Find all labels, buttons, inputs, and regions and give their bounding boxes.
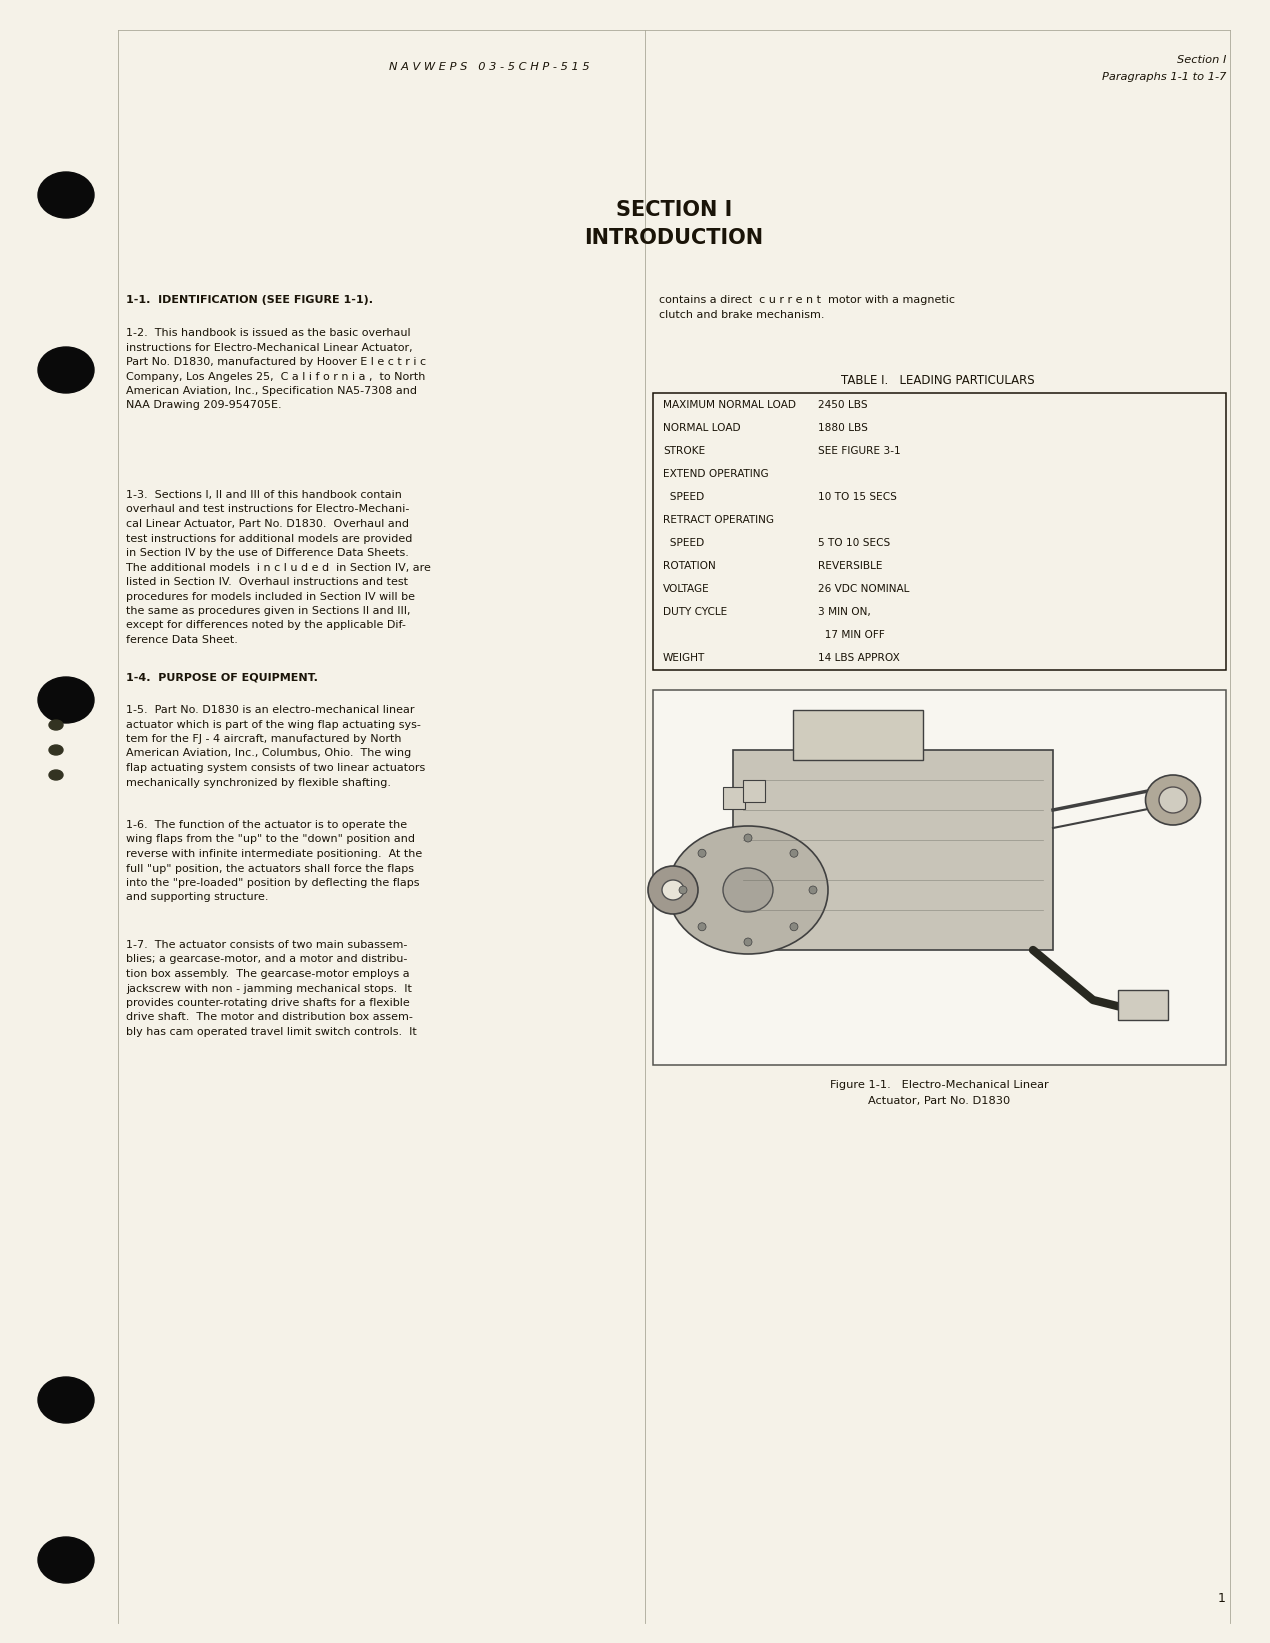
Text: listed in Section IV.  Overhaul instructions and test: listed in Section IV. Overhaul instructi… [126, 577, 408, 587]
Ellipse shape [809, 886, 817, 894]
Text: 14 LBS APPROX: 14 LBS APPROX [818, 654, 900, 664]
Bar [653, 690, 1226, 1065]
Text: The additional models  i n c l u d e d  in Section IV, are: The additional models i n c l u d e d in… [126, 562, 431, 572]
Text: NAA Drawing 209-954705E.: NAA Drawing 209-954705E. [126, 401, 282, 411]
Text: procedures for models included in Section IV will be: procedures for models included in Sectio… [126, 591, 415, 601]
Ellipse shape [1160, 787, 1187, 813]
Text: reverse with infinite intermediate positioning.  At the: reverse with infinite intermediate posit… [126, 849, 422, 859]
Ellipse shape [698, 849, 706, 858]
Text: tem for the FJ - 4 aircraft, manufactured by North: tem for the FJ - 4 aircraft, manufacture… [126, 734, 401, 744]
Text: flap actuating system consists of two linear actuators: flap actuating system consists of two li… [126, 762, 425, 772]
Ellipse shape [38, 347, 94, 393]
Text: drive shaft.  The motor and distribution box assem-: drive shaft. The motor and distribution … [126, 1012, 413, 1022]
Text: Company, Los Angeles 25,  C a l i f o r n i a ,  to North: Company, Los Angeles 25, C a l i f o r n… [126, 371, 425, 381]
Text: American Aviation, Inc., Columbus, Ohio.  The wing: American Aviation, Inc., Columbus, Ohio.… [126, 749, 411, 759]
Text: RETRACT OPERATING: RETRACT OPERATING [663, 514, 773, 526]
Text: in Section IV by the use of Difference Data Sheets.: in Section IV by the use of Difference D… [126, 549, 409, 559]
Text: the same as procedures given in Sections II and III,: the same as procedures given in Sections… [126, 606, 410, 616]
Text: 2450 LBS: 2450 LBS [818, 399, 867, 409]
Text: INTRODUCTION: INTRODUCTION [584, 228, 763, 248]
Text: ROTATION: ROTATION [663, 562, 716, 572]
Bar [792, 710, 923, 761]
Text: except for differences noted by the applicable Dif-: except for differences noted by the appl… [126, 621, 406, 631]
Text: 1880 LBS: 1880 LBS [818, 422, 867, 432]
Text: 1-2.  This handbook is issued as the basic overhaul: 1-2. This handbook is issued as the basi… [126, 329, 410, 338]
Text: contains a direct  c u r r e n t  motor with a magnetic: contains a direct c u r r e n t motor wi… [659, 296, 955, 306]
Bar [723, 787, 745, 808]
Text: instructions for Electro-Mechanical Linear Actuator,: instructions for Electro-Mechanical Line… [126, 342, 413, 353]
Text: cal Linear Actuator, Part No. D1830.  Overhaul and: cal Linear Actuator, Part No. D1830. Ove… [126, 519, 409, 529]
Text: 1: 1 [1218, 1592, 1226, 1605]
Ellipse shape [38, 1377, 94, 1423]
Text: WEIGHT: WEIGHT [663, 654, 705, 664]
Text: 17 MIN OFF: 17 MIN OFF [818, 631, 885, 641]
Text: Figure 1-1.   Electro-Mechanical Linear: Figure 1-1. Electro-Mechanical Linear [831, 1079, 1049, 1089]
Text: full "up" position, the actuators shall force the flaps: full "up" position, the actuators shall … [126, 864, 414, 874]
Text: VOLTAGE: VOLTAGE [663, 585, 710, 595]
Text: 1-5.  Part No. D1830 is an electro-mechanical linear: 1-5. Part No. D1830 is an electro-mechan… [126, 705, 414, 715]
Text: STROKE: STROKE [663, 445, 705, 455]
Ellipse shape [790, 849, 798, 858]
Text: clutch and brake mechanism.: clutch and brake mechanism. [659, 309, 824, 319]
Bar [733, 749, 1053, 950]
Text: REVERSIBLE: REVERSIBLE [818, 562, 883, 572]
Text: provides counter-rotating drive shafts for a flexible: provides counter-rotating drive shafts f… [126, 997, 410, 1009]
Text: N A V W E P S   0 3 - 5 C H P - 5 1 5: N A V W E P S 0 3 - 5 C H P - 5 1 5 [389, 62, 589, 72]
Ellipse shape [50, 771, 64, 780]
Text: test instructions for additional models are provided: test instructions for additional models … [126, 534, 413, 544]
Ellipse shape [744, 938, 752, 946]
Ellipse shape [1146, 775, 1200, 825]
Text: 3 MIN ON,: 3 MIN ON, [818, 608, 871, 618]
Text: into the "pre-loaded" position by deflecting the flaps: into the "pre-loaded" position by deflec… [126, 877, 419, 887]
Ellipse shape [744, 835, 752, 841]
Text: 1-1.  IDENTIFICATION (SEE FIGURE 1-1).: 1-1. IDENTIFICATION (SEE FIGURE 1-1). [126, 296, 373, 306]
Ellipse shape [698, 923, 706, 932]
Ellipse shape [648, 866, 699, 914]
Text: blies; a gearcase-motor, and a motor and distribu-: blies; a gearcase-motor, and a motor and… [126, 955, 408, 964]
Text: ference Data Sheet.: ference Data Sheet. [126, 634, 237, 646]
Text: actuator which is part of the wing flap actuating sys-: actuator which is part of the wing flap … [126, 720, 420, 729]
Text: Paragraphs 1-1 to 1-7: Paragraphs 1-1 to 1-7 [1101, 72, 1226, 82]
Bar [1118, 991, 1168, 1020]
Ellipse shape [38, 677, 94, 723]
Ellipse shape [668, 826, 828, 955]
Text: wing flaps from the "up" to the "down" position and: wing flaps from the "up" to the "down" p… [126, 835, 415, 845]
Text: 1-4.  PURPOSE OF EQUIPMENT.: 1-4. PURPOSE OF EQUIPMENT. [126, 672, 318, 682]
Text: 1-7.  The actuator consists of two main subassem-: 1-7. The actuator consists of two main s… [126, 940, 408, 950]
Text: SEE FIGURE 3-1: SEE FIGURE 3-1 [818, 445, 900, 455]
Text: tion box assembly.  The gearcase-motor employs a: tion box assembly. The gearcase-motor em… [126, 969, 410, 979]
Text: MAXIMUM NORMAL LOAD: MAXIMUM NORMAL LOAD [663, 399, 796, 409]
Ellipse shape [50, 744, 64, 756]
Ellipse shape [50, 720, 64, 729]
Text: bly has cam operated travel limit switch controls.  It: bly has cam operated travel limit switch… [126, 1027, 417, 1037]
Text: DUTY CYCLE: DUTY CYCLE [663, 608, 728, 618]
Text: 1-6.  The function of the actuator is to operate the: 1-6. The function of the actuator is to … [126, 820, 408, 830]
Text: 10 TO 15 SECS: 10 TO 15 SECS [818, 491, 897, 501]
Text: SECTION I: SECTION I [616, 200, 732, 220]
Ellipse shape [662, 881, 685, 900]
Text: 1-3.  Sections I, II and III of this handbook contain: 1-3. Sections I, II and III of this hand… [126, 490, 401, 499]
Text: American Aviation, Inc., Specification NA5-7308 and: American Aviation, Inc., Specification N… [126, 386, 417, 396]
Text: SPEED: SPEED [663, 537, 705, 549]
Text: Part No. D1830, manufactured by Hoover E l e c t r i c: Part No. D1830, manufactured by Hoover E… [126, 357, 427, 366]
Text: 26 VDC NOMINAL: 26 VDC NOMINAL [818, 585, 909, 595]
Bar [743, 780, 765, 802]
Bar [653, 393, 1226, 670]
Text: Actuator, Part No. D1830: Actuator, Part No. D1830 [869, 1096, 1011, 1106]
Text: TABLE I.   LEADING PARTICULARS: TABLE I. LEADING PARTICULARS [841, 375, 1034, 388]
Text: SPEED: SPEED [663, 491, 705, 501]
Text: and supporting structure.: and supporting structure. [126, 892, 268, 902]
Ellipse shape [679, 886, 687, 894]
Text: 5 TO 10 SECS: 5 TO 10 SECS [818, 537, 890, 549]
Ellipse shape [723, 868, 773, 912]
Text: Section I: Section I [1176, 54, 1226, 66]
Ellipse shape [38, 1536, 94, 1582]
Text: EXTEND OPERATING: EXTEND OPERATING [663, 468, 768, 478]
Text: mechanically synchronized by flexible shafting.: mechanically synchronized by flexible sh… [126, 777, 391, 787]
Ellipse shape [38, 173, 94, 219]
Ellipse shape [790, 923, 798, 932]
Text: NORMAL LOAD: NORMAL LOAD [663, 422, 740, 432]
Text: overhaul and test instructions for Electro-Mechani-: overhaul and test instructions for Elect… [126, 504, 409, 514]
Text: jackscrew with non - jamming mechanical stops.  It: jackscrew with non - jamming mechanical … [126, 984, 411, 994]
